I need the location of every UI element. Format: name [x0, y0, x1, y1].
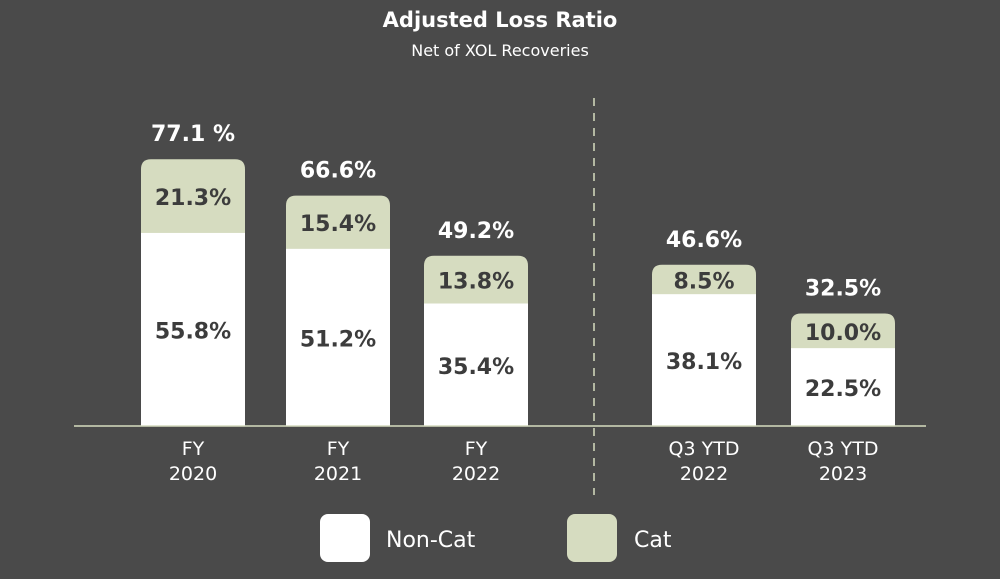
- total-label: 66.6%: [300, 159, 376, 184]
- legend-label-non-cat: Non-Cat: [386, 528, 476, 553]
- bar-segment-cat: [424, 255, 528, 306]
- data-label-cat: 8.5%: [673, 269, 734, 294]
- data-label-non-cat: 35.4%: [438, 355, 514, 380]
- bar-segment-cat: [652, 264, 756, 297]
- x-tick-label: Q3 YTD: [669, 438, 740, 460]
- legend-swatch-non-cat: [320, 514, 370, 562]
- bar-segment-cat: [286, 195, 390, 251]
- x-tick-label: 2020: [169, 463, 217, 485]
- legend-swatch-cat: [567, 514, 617, 562]
- data-label-cat: 10.0%: [805, 321, 881, 346]
- total-label: 32.5%: [805, 277, 881, 302]
- x-tick-label: 2021: [314, 463, 362, 485]
- bar-segment-non-cat: [791, 348, 895, 426]
- x-tick-label: 2022: [680, 463, 728, 485]
- bar-segment-non-cat: [286, 248, 390, 426]
- chart-subtitle: Net of XOL Recoveries: [411, 41, 589, 60]
- x-tick-label: FY: [182, 438, 205, 460]
- chart-title: Adjusted Loss Ratio: [382, 8, 618, 32]
- data-label-non-cat: 22.5%: [805, 377, 881, 402]
- data-label-non-cat: 51.2%: [300, 327, 376, 352]
- total-label: 49.2%: [438, 219, 514, 244]
- data-label-cat: 13.8%: [438, 270, 514, 295]
- data-label-cat: 15.4%: [300, 212, 376, 237]
- total-label: 77.1 %: [151, 122, 235, 147]
- bar-segment-cat: [791, 313, 895, 351]
- x-tick-label: 2023: [819, 463, 867, 485]
- total-label: 46.6%: [666, 228, 742, 253]
- x-tick-label: FY: [327, 438, 350, 460]
- x-tick-label: 2022: [452, 463, 500, 485]
- data-label-non-cat: 55.8%: [155, 319, 231, 344]
- legend-label-cat: Cat: [634, 528, 672, 553]
- x-tick-label: FY: [465, 438, 488, 460]
- data-label-non-cat: 38.1%: [666, 350, 742, 375]
- bar-segment-cat: [141, 159, 245, 235]
- data-label-cat: 21.3%: [155, 186, 231, 211]
- bar-segment-non-cat: [652, 294, 756, 426]
- x-tick-label: Q3 YTD: [808, 438, 879, 460]
- bar-segment-non-cat: [141, 232, 245, 426]
- bar-segment-non-cat: [424, 303, 528, 426]
